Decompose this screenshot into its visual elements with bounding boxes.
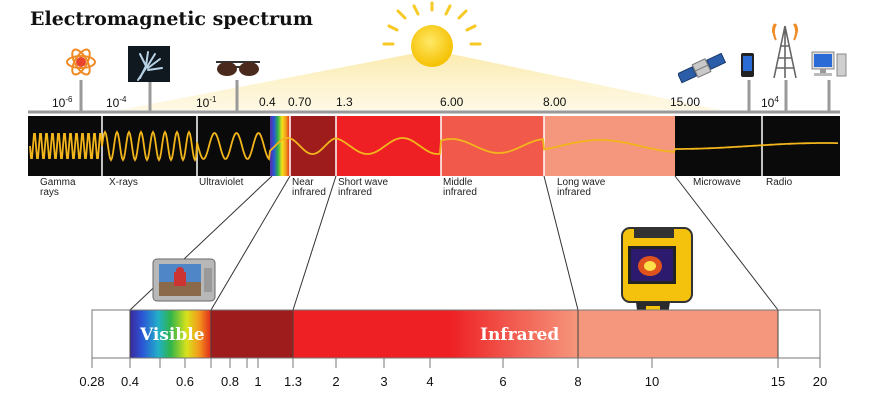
near-ir-segment [211, 310, 293, 358]
bottom-scale-label: 0.4 [120, 374, 140, 389]
visible-label: Visible [140, 325, 205, 345]
bottom-scale-label: 0.6 [175, 374, 195, 389]
band-label-near-ir: Near infrared [292, 177, 326, 198]
band-label-xrays: X-rays [109, 177, 138, 188]
band-label-short-ir: Short wave infrared [338, 177, 389, 198]
top-scale-label: 8.00 [543, 95, 567, 109]
band-label-microwave: Microwave [693, 177, 741, 188]
top-scale-label: 0.70 [288, 95, 312, 109]
band-label-gamma: Gamma rays [40, 177, 76, 198]
band-label-middle-ir: Middle infrared [443, 177, 477, 198]
band-middle-infrared [441, 116, 544, 176]
band-visible [270, 116, 290, 176]
desktop-computer-icon [811, 51, 847, 77]
long-ir-segment [578, 310, 778, 358]
bottom-scale-label: 0.8 [220, 374, 240, 389]
bottom-scale-label: 4 [426, 374, 434, 389]
infrared-label: Infrared [480, 325, 560, 345]
top-scale-label: 15.00 [670, 95, 701, 109]
top-scale-label: 10-1 [196, 95, 217, 110]
bottom-scale-label: 8 [574, 374, 582, 389]
top-scale-label: 10-4 [106, 95, 127, 110]
bottom-scale-label: 1.3 [283, 374, 303, 389]
bottom-scale-label: 20 [812, 374, 828, 389]
bottom-scale-label: 6 [499, 374, 507, 389]
sun-icon [120, 1, 720, 110]
page-title: Electromagnetic spectrum [30, 8, 313, 30]
top-scale-label: 0.4 [259, 95, 276, 109]
radio-tower-icon [772, 23, 798, 79]
top-scale-label: 10-6 [52, 95, 73, 110]
wave-line [29, 130, 838, 162]
infrared-segment [293, 310, 578, 358]
xray-hand-icon [128, 46, 170, 82]
visible-segment [130, 310, 211, 358]
bottom-scale-label: 0.28 [79, 374, 105, 389]
top-scale-label: 104 [761, 95, 779, 110]
icon-pointer-lines [79, 80, 831, 112]
bottom-scale-label: 15 [770, 374, 786, 389]
bottom-scale-label: 10 [644, 374, 660, 389]
spectrum-band [28, 110, 840, 176]
band-label-radio: Radio [766, 177, 793, 188]
bottom-bar [91, 309, 821, 368]
band-long-wave-infrared [544, 116, 675, 176]
mobile-phone-icon [741, 53, 754, 77]
band-label-long-ir: Long wave infrared [557, 177, 606, 198]
bottom-scale-label: 1 [254, 374, 262, 389]
band-label-ultraviolet: Ultraviolet [199, 177, 244, 188]
band-near-infrared [290, 116, 336, 176]
top-scale-label: 1.3 [336, 95, 353, 109]
sunglasses-icon [216, 61, 260, 76]
top-scale-label: 6.00 [440, 95, 464, 109]
atom-icon [66, 48, 96, 76]
bottom-scale-label: 3 [380, 374, 388, 389]
camera-icon [152, 258, 216, 302]
band-short-wave-infrared [336, 116, 441, 176]
bottom-scale-label: 2 [332, 374, 340, 389]
satellite-icon [678, 52, 726, 84]
